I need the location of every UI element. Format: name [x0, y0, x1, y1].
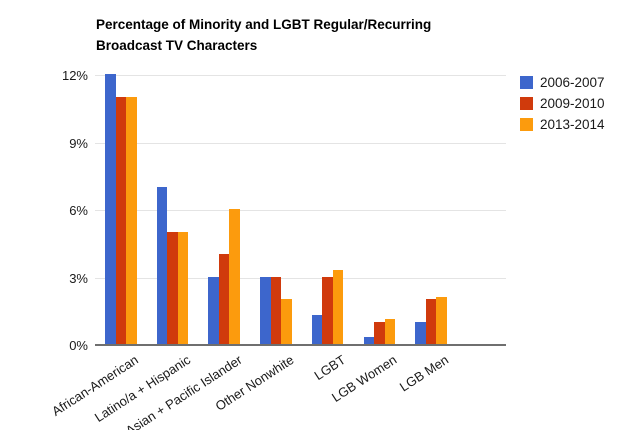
plot-area — [95, 74, 506, 346]
gridline-12 — [95, 75, 506, 76]
gridline-9 — [95, 142, 506, 144]
legend-swatch-icon — [520, 97, 533, 110]
bar-2009-2010-LGBT — [322, 276, 333, 344]
legend-label: 2006-2007 — [540, 75, 605, 90]
bar-2013-2014-Other Nonwhite — [281, 299, 292, 344]
bar-2006-2007-LGB Men — [415, 321, 426, 344]
bar-2009-2010-Asian + Pacific Islander — [218, 254, 230, 344]
legend-item-2013-2014: 2013-2014 — [520, 118, 605, 131]
chart-title-line2: Broadcast TV Characters — [96, 38, 258, 53]
x-tick-label: LGB Men — [396, 352, 452, 395]
y-tick-label: 12% — [61, 68, 88, 83]
bar-2009-2010-Latino/a + Hispanic — [167, 231, 178, 344]
legend-item-2006-2007: 2006-2007 — [520, 76, 605, 89]
bar-2009-2010-Other Nonwhite — [270, 276, 282, 344]
bar-2013-2014-LGBT — [332, 269, 344, 344]
bar-2009-2010-LGB Women — [374, 321, 385, 344]
bar-2006-2007-LGB Women — [363, 337, 374, 344]
legend-label: 2009-2010 — [540, 96, 605, 111]
bar-2013-2014-African-American — [126, 96, 137, 344]
gridline-6 — [95, 210, 506, 211]
x-axis-line — [95, 344, 506, 346]
bar-2009-2010-African-American — [115, 96, 126, 344]
y-tick-label: 9% — [69, 135, 88, 151]
bar-2009-2010-LGB Men — [425, 299, 437, 344]
bar-2006-2007-African-American — [105, 74, 116, 344]
bar-2006-2007-LGBT — [311, 314, 323, 344]
legend-label: 2013-2014 — [540, 117, 605, 132]
y-tick-label: 6% — [69, 203, 88, 218]
gridline-3 — [95, 277, 506, 279]
bar-2006-2007-Other Nonwhite — [260, 276, 271, 344]
x-tick-label: LGBT — [311, 352, 348, 384]
bar-2006-2007-Asian + Pacific Islander — [208, 276, 219, 344]
bar-2006-2007-Latino/a + Hispanic — [156, 186, 168, 344]
chart-title: Percentage of Minority and LGBT Regular/… — [96, 14, 431, 56]
y-tick-label: 0% — [69, 338, 88, 353]
bar-2013-2014-LGB Women — [384, 319, 395, 344]
bar-2013-2014-LGB Men — [436, 296, 447, 344]
legend-item-2009-2010: 2009-2010 — [520, 97, 605, 110]
legend-swatch-icon — [520, 76, 533, 89]
legend: 2006-2007 2009-2010 2013-2014 — [520, 76, 605, 139]
chart-title-line1: Percentage of Minority and LGBT Regular/… — [96, 17, 432, 32]
bar-2013-2014-Latino/a + Hispanic — [177, 231, 189, 344]
legend-swatch-icon — [520, 118, 533, 131]
y-tick-label: 3% — [69, 270, 88, 286]
bar-2013-2014-Asian + Pacific Islander — [229, 209, 240, 344]
